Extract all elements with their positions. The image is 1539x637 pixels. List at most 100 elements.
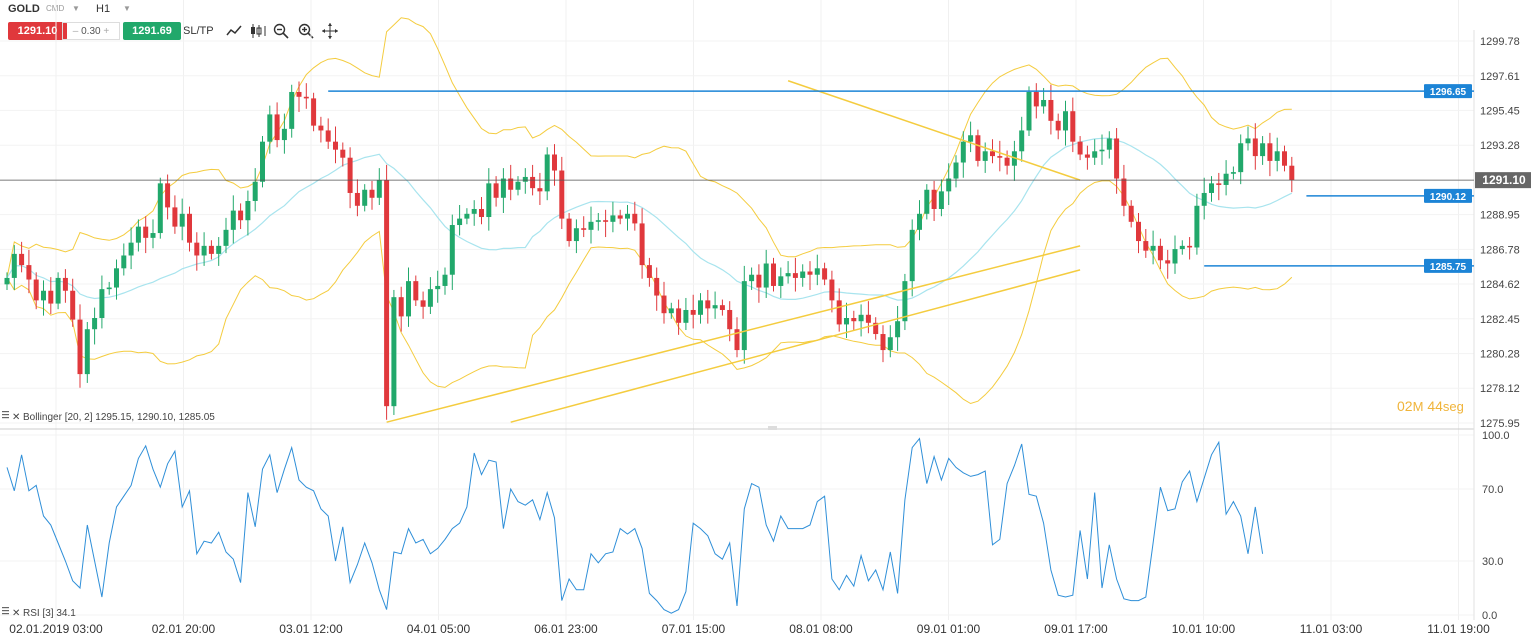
candle[interactable] — [165, 174, 171, 220]
settings-icon[interactable] — [2, 411, 9, 419]
candle[interactable] — [398, 286, 404, 332]
candle[interactable] — [325, 118, 331, 149]
candle[interactable] — [1004, 150, 1010, 175]
candle[interactable] — [625, 204, 630, 231]
candle[interactable] — [135, 219, 141, 252]
candle[interactable] — [62, 269, 68, 303]
candle[interactable] — [457, 204, 463, 236]
candle[interactable] — [953, 155, 959, 188]
level-price-tag[interactable] — [1424, 188, 1472, 203]
candle[interactable] — [179, 198, 185, 241]
crosshair-icon[interactable] — [321, 22, 339, 40]
candle[interactable] — [617, 209, 623, 225]
candle[interactable] — [778, 267, 784, 298]
candle[interactable] — [873, 317, 879, 340]
candle[interactable] — [296, 81, 302, 113]
candle[interactable] — [559, 156, 565, 230]
candle[interactable] — [946, 163, 952, 205]
candle[interactable] — [194, 232, 200, 271]
candle[interactable] — [1121, 164, 1127, 217]
candle[interactable] — [1172, 235, 1178, 274]
level-price-tag[interactable] — [1424, 84, 1472, 99]
candle[interactable] — [354, 179, 360, 217]
candle[interactable] — [84, 322, 90, 383]
candle[interactable] — [858, 304, 864, 337]
sell-button[interactable]: 1291.10 — [8, 22, 67, 40]
candle[interactable] — [216, 237, 222, 266]
minus-icon[interactable]: – — [72, 26, 82, 37]
candle[interactable] — [822, 262, 828, 286]
candle[interactable] — [654, 267, 660, 311]
trend-line[interactable] — [787, 80, 1081, 181]
candle[interactable] — [48, 277, 54, 314]
candle[interactable] — [347, 147, 353, 209]
candle[interactable] — [406, 267, 411, 327]
instrument-type-label[interactable]: CMD — [46, 4, 65, 13]
candle[interactable] — [114, 259, 119, 300]
candle[interactable] — [128, 227, 134, 270]
candle[interactable] — [362, 184, 368, 212]
candle[interactable] — [420, 291, 426, 319]
candle[interactable] — [172, 195, 178, 234]
candle[interactable] — [1106, 131, 1112, 159]
candle[interactable] — [814, 254, 820, 286]
candle[interactable] — [281, 113, 287, 154]
candle[interactable] — [836, 288, 842, 332]
candle[interactable] — [238, 203, 244, 230]
candle[interactable] — [121, 243, 127, 276]
timeframe-selector[interactable]: H1 — [96, 3, 111, 15]
candle[interactable] — [698, 293, 703, 324]
candle[interactable] — [1267, 132, 1273, 177]
candle[interactable] — [106, 281, 112, 295]
pane-resize-handle[interactable] — [768, 426, 777, 430]
candle[interactable] — [515, 176, 521, 196]
candle[interactable] — [318, 116, 324, 143]
zoom-out-icon[interactable] — [272, 22, 290, 40]
candle[interactable] — [289, 84, 295, 138]
candle[interactable] — [11, 245, 17, 290]
rsi-close-icon[interactable]: ✕ — [12, 608, 20, 619]
candle[interactable] — [143, 216, 149, 254]
candle[interactable] — [187, 206, 192, 252]
candle[interactable] — [690, 294, 696, 329]
candle[interactable] — [1150, 230, 1156, 265]
candle[interactable] — [508, 164, 514, 201]
trend-line[interactable] — [386, 245, 1081, 423]
candle[interactable] — [1041, 87, 1047, 114]
candle[interactable] — [1048, 84, 1054, 135]
candle[interactable] — [938, 179, 944, 217]
candle[interactable] — [4, 272, 10, 290]
candle[interactable] — [1230, 166, 1236, 180]
candle[interactable] — [917, 200, 922, 241]
candle[interactable] — [960, 131, 966, 178]
candle[interactable] — [1165, 249, 1171, 279]
candle[interactable] — [544, 147, 550, 201]
candle[interactable] — [1274, 137, 1280, 172]
candle[interactable] — [1033, 83, 1039, 119]
candle[interactable] — [376, 168, 382, 205]
timeframe-chevron-down-icon[interactable]: ▼ — [123, 4, 131, 13]
candle[interactable] — [712, 291, 718, 319]
symbol-chevron-down-icon[interactable]: ▼ — [72, 4, 80, 13]
spread-stepper[interactable]: – 0.30 + — [62, 22, 120, 40]
candle[interactable] — [632, 201, 638, 231]
candle[interactable] — [676, 299, 682, 335]
candle[interactable] — [435, 270, 441, 303]
candle[interactable] — [1216, 172, 1222, 201]
candle[interactable] — [668, 302, 674, 319]
candle[interactable] — [1201, 177, 1207, 220]
candle[interactable] — [588, 206, 594, 244]
candle[interactable] — [303, 83, 309, 109]
candle[interactable] — [895, 305, 901, 351]
candle[interactable] — [33, 272, 39, 310]
candle[interactable] — [661, 281, 667, 324]
candle[interactable] — [92, 307, 98, 345]
candle[interactable] — [595, 213, 601, 231]
candle[interactable] — [1011, 140, 1017, 181]
candle[interactable] — [26, 249, 32, 294]
candle[interactable] — [1114, 128, 1120, 194]
sltp-button[interactable]: SL/TP — [183, 25, 214, 37]
candle[interactable] — [157, 177, 163, 239]
candle[interactable] — [931, 180, 937, 222]
